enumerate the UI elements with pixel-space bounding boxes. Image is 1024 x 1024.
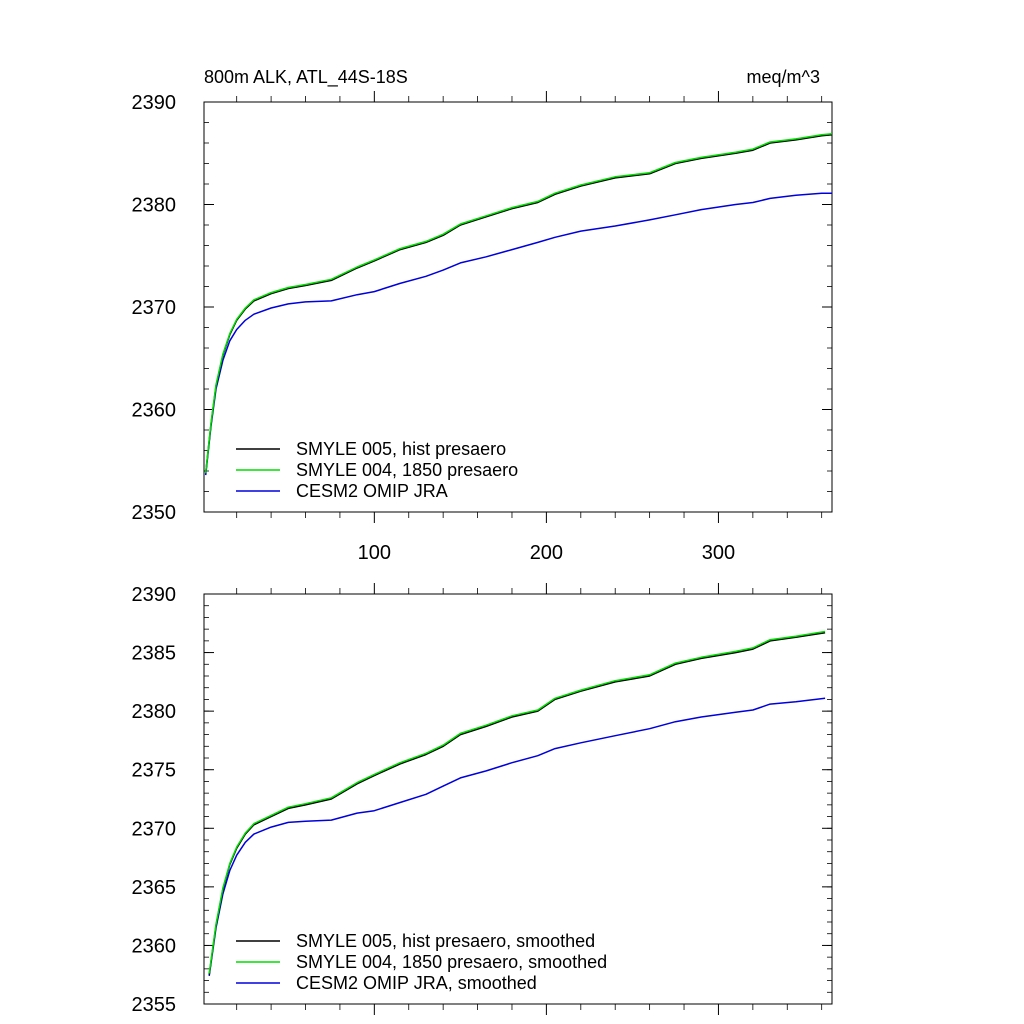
- y-tick-label: 2350: [132, 502, 177, 524]
- y-tick-label: 2360: [132, 935, 177, 957]
- x-tick-label: 200: [530, 542, 563, 564]
- y-tick-label: 2370: [132, 818, 177, 840]
- y-tick-label: 2380: [132, 195, 177, 217]
- legend-label: SMYLE 004, 1850 presaero, smoothed: [296, 952, 607, 972]
- y-tick-label: 2390: [132, 92, 177, 114]
- legend-label: SMYLE 005, hist presaero, smoothed: [296, 931, 595, 951]
- series-line: [208, 697, 826, 977]
- series-line: [204, 192, 832, 476]
- legend-label: SMYLE 004, 1850 presaero: [296, 460, 518, 480]
- legend-label: CESM2 OMIP JRA, smoothed: [296, 973, 537, 993]
- plot-frame: [203, 593, 833, 1005]
- legend-label: SMYLE 005, hist presaero: [296, 439, 506, 459]
- unit-label: meq/m^3: [747, 67, 820, 87]
- y-tick-label: 2365: [132, 877, 177, 899]
- series-line: [204, 134, 833, 474]
- y-tick-label: 2360: [132, 400, 177, 422]
- x-tick-label: 300: [702, 542, 735, 564]
- series-line: [208, 631, 826, 975]
- series-line: [204, 133, 833, 474]
- y-tick-label: 2355: [132, 994, 177, 1016]
- top-panel: 2350 2360 2370 2380 2390 100 200 300 SMYLE 005, …: [132, 91, 833, 564]
- x-tick-label: 100: [358, 542, 391, 564]
- chart-title: 800m ALK, ATL_44S-18S: [204, 67, 408, 88]
- y-tick-label: 2390: [132, 584, 177, 606]
- y-tick-label: 2380: [132, 701, 177, 723]
- y-tick-label: 2375: [132, 760, 177, 782]
- y-tick-label: 2385: [132, 643, 177, 665]
- bottom-panel: 2355 2360 2365 2370 2375 2380 2385 2390 SMYLE 00…: [132, 583, 833, 1016]
- legend-label: CESM2 OMIP JRA: [296, 481, 448, 501]
- y-tick-label: 2370: [132, 297, 177, 319]
- series-line: [208, 630, 826, 974]
